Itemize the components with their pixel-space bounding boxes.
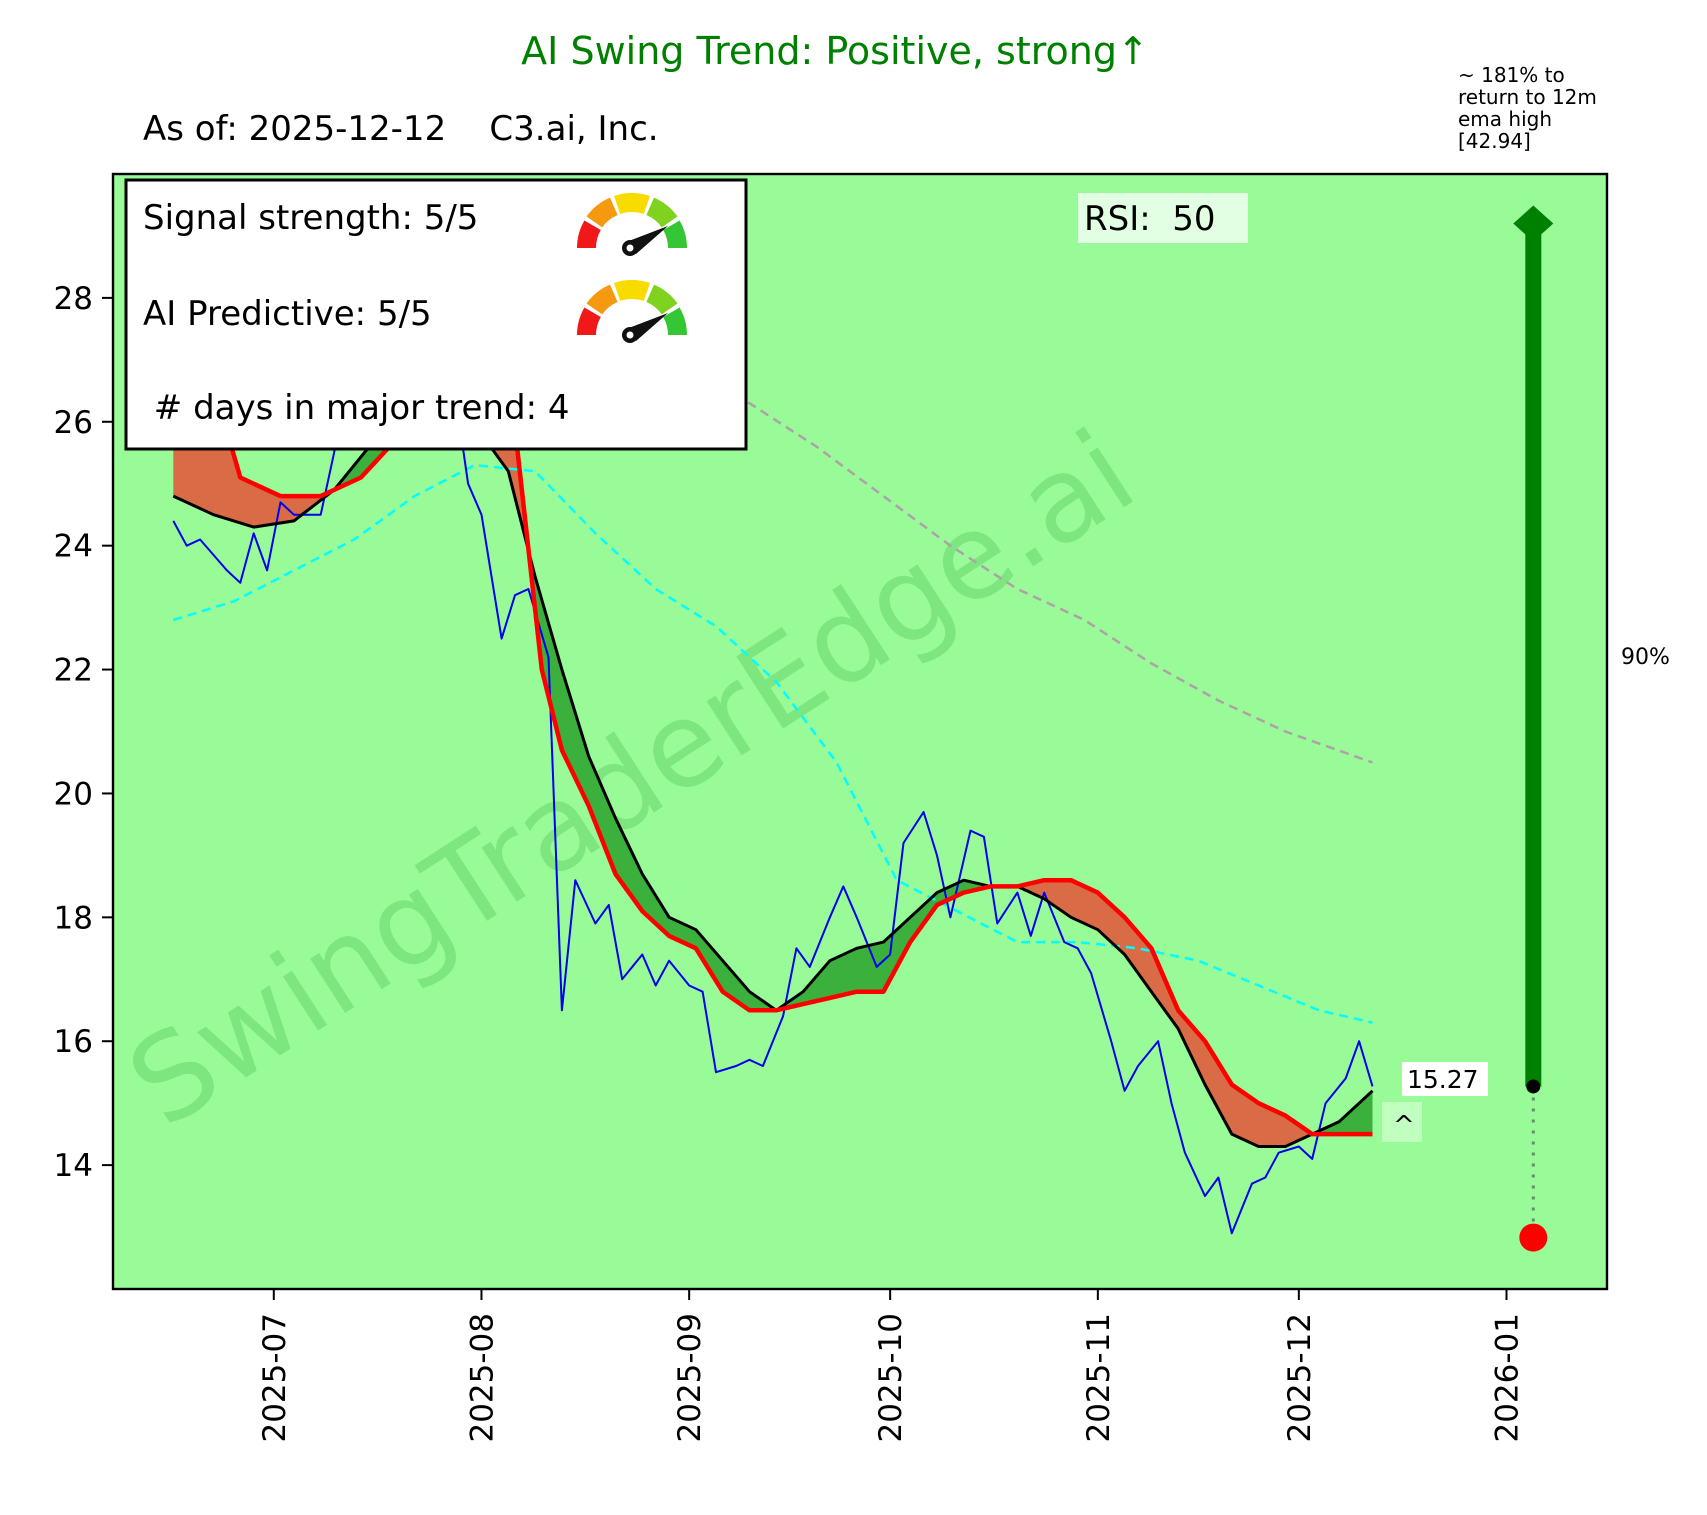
signal-strength-label: Signal strength: 5/5: [143, 198, 478, 238]
last-price-label: 15.27: [1407, 1065, 1479, 1094]
x-tick-label: 2026-01: [1490, 1313, 1526, 1443]
days-in-trend-label: # days in major trend: 4: [143, 388, 569, 428]
target-note-line: ema high: [1458, 107, 1552, 131]
y-tick-label: 22: [54, 653, 93, 689]
low-marker: [1519, 1223, 1548, 1252]
bearish-band: [1020, 880, 1313, 1147]
target-indicator: [1513, 205, 1554, 1252]
current-price-marker: [1526, 1079, 1541, 1094]
chart-subtitle: As of: 2025-12-12 C3.ai, Inc.: [143, 109, 659, 149]
caret-label: ^: [1393, 1111, 1415, 1141]
y-tick-label: 26: [54, 405, 93, 441]
rsi-badge-bg: [1078, 193, 1248, 243]
target-note: ~ 181% to return to 12m ema high [42.94]: [1458, 63, 1597, 153]
caret-badge-bg: [1382, 1102, 1422, 1142]
target-note-line: ~ 181% to: [1458, 63, 1565, 87]
target-diamond-marker: [1513, 205, 1554, 242]
y-tick-label: 24: [54, 529, 93, 565]
last-price-badge-bg: [1402, 1062, 1488, 1096]
y-tick-label: 18: [54, 900, 93, 936]
y-tick-label: 28: [54, 281, 93, 317]
x-tick-label: 2025-10: [873, 1313, 909, 1443]
x-tick-label: 2025-11: [1081, 1313, 1117, 1443]
x-tick-label: 2025-12: [1282, 1313, 1318, 1443]
chart-title: AI Swing Trend: Positive, strong↑: [521, 29, 1149, 73]
x-tick-label: 2025-08: [464, 1313, 500, 1443]
target-note-line: return to 12m: [1458, 85, 1597, 109]
target-percent-label: 90%: [1621, 645, 1670, 670]
bearish-band: [469, 418, 530, 555]
info-box: Signal strength: 5/5 AI Predictive: 5/5 …: [124, 178, 748, 451]
bullish-band: [1312, 1090, 1373, 1135]
x-tick-label: 2025-07: [257, 1313, 293, 1443]
target-note-line: [42.94]: [1458, 129, 1531, 153]
y-tick-label: 16: [54, 1024, 93, 1060]
x-axis: 2025-07 2025-08 2025-09 2025-10 2025-11 2025-…: [257, 1289, 1526, 1443]
rsi-label: RSI: 50: [1084, 199, 1216, 239]
plot-frame: [111, 172, 1609, 1291]
y-tick-label: 20: [54, 776, 93, 812]
ai-predictive-label: AI Predictive: 5/5: [143, 294, 432, 334]
info-box-frame: [124, 178, 748, 451]
y-tick-label: 14: [54, 1148, 93, 1184]
y-axis: 14 16 18 20 22 24 26 28: [54, 281, 113, 1184]
x-tick-label: 2025-09: [672, 1313, 708, 1443]
bullish-band: [529, 553, 1021, 1011]
series-ema-mid: [172, 463, 1373, 1024]
